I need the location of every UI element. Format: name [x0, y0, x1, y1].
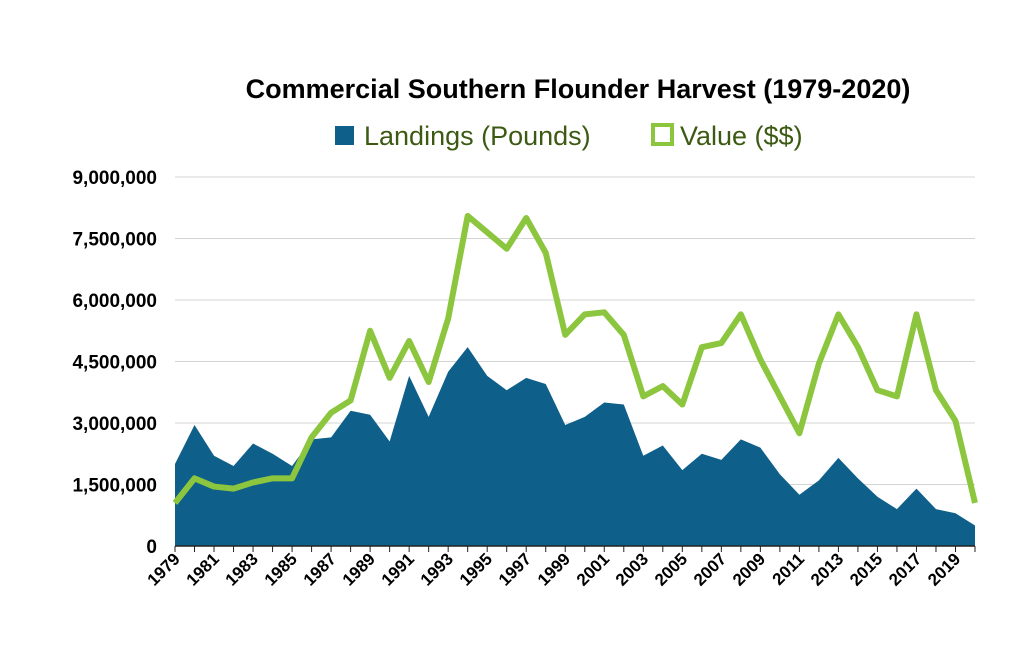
y-tick-label: 7,500,000: [72, 230, 157, 251]
x-tick-label: 1991: [378, 549, 418, 589]
legend-swatch-value: [651, 123, 674, 146]
value-line: [172, 212, 978, 505]
x-tick-label: 1987: [300, 549, 340, 589]
x-tick-label: 2013: [807, 549, 847, 589]
x-tick-label: 1983: [222, 549, 262, 589]
legend: Landings (Pounds) Value ($$): [335, 121, 803, 151]
y-tick-label: 3,000,000: [72, 414, 157, 435]
x-tick-label: 2011: [769, 549, 809, 589]
x-tick-label: 2001: [573, 549, 613, 589]
landings-area-layer: [175, 347, 975, 546]
y-tick-label: 9,000,000: [72, 168, 157, 189]
x-tick-label: 2015: [846, 549, 886, 589]
legend-label-value: Value ($$): [680, 121, 803, 151]
x-tick-label: 2003: [612, 549, 652, 589]
x-tick-label: 1981: [183, 549, 223, 589]
x-tick-label: 1997: [495, 549, 535, 589]
x-tick-label: 1993: [417, 549, 457, 589]
x-tick-label: 2017: [885, 549, 925, 589]
landings-area: [175, 347, 975, 546]
y-tick-label: 6,000,000: [72, 291, 157, 312]
x-tick-label: 2019: [924, 549, 964, 589]
y-tick-labels: 0 1,500,000 3,000,000 4,500,000 6,000,000 7,5…: [72, 168, 157, 558]
y-tick-label: 4,500,000: [72, 353, 157, 374]
x-tick-label: 1999: [534, 549, 574, 589]
x-tick-label: 1985: [261, 549, 301, 589]
chart-title: Commercial Southern Flounder Harvest (19…: [246, 74, 911, 104]
y-tick-label: 1,500,000: [72, 476, 157, 497]
x-tick-label: 1989: [339, 549, 379, 589]
x-tick-label: 2009: [729, 549, 769, 589]
y-tick-label: 0: [146, 537, 157, 558]
x-tick-label: 2007: [690, 549, 730, 589]
x-tick-label: 1995: [456, 549, 496, 589]
x-tick-label: 2005: [651, 549, 691, 589]
x-tick-labels: 1979198119831985198719891991199319951997…: [144, 549, 965, 589]
axes: [174, 545, 976, 552]
legend-swatch-landings: [335, 126, 354, 145]
legend-label-landings: Landings (Pounds): [364, 121, 591, 151]
value-line-layer: [172, 212, 978, 505]
